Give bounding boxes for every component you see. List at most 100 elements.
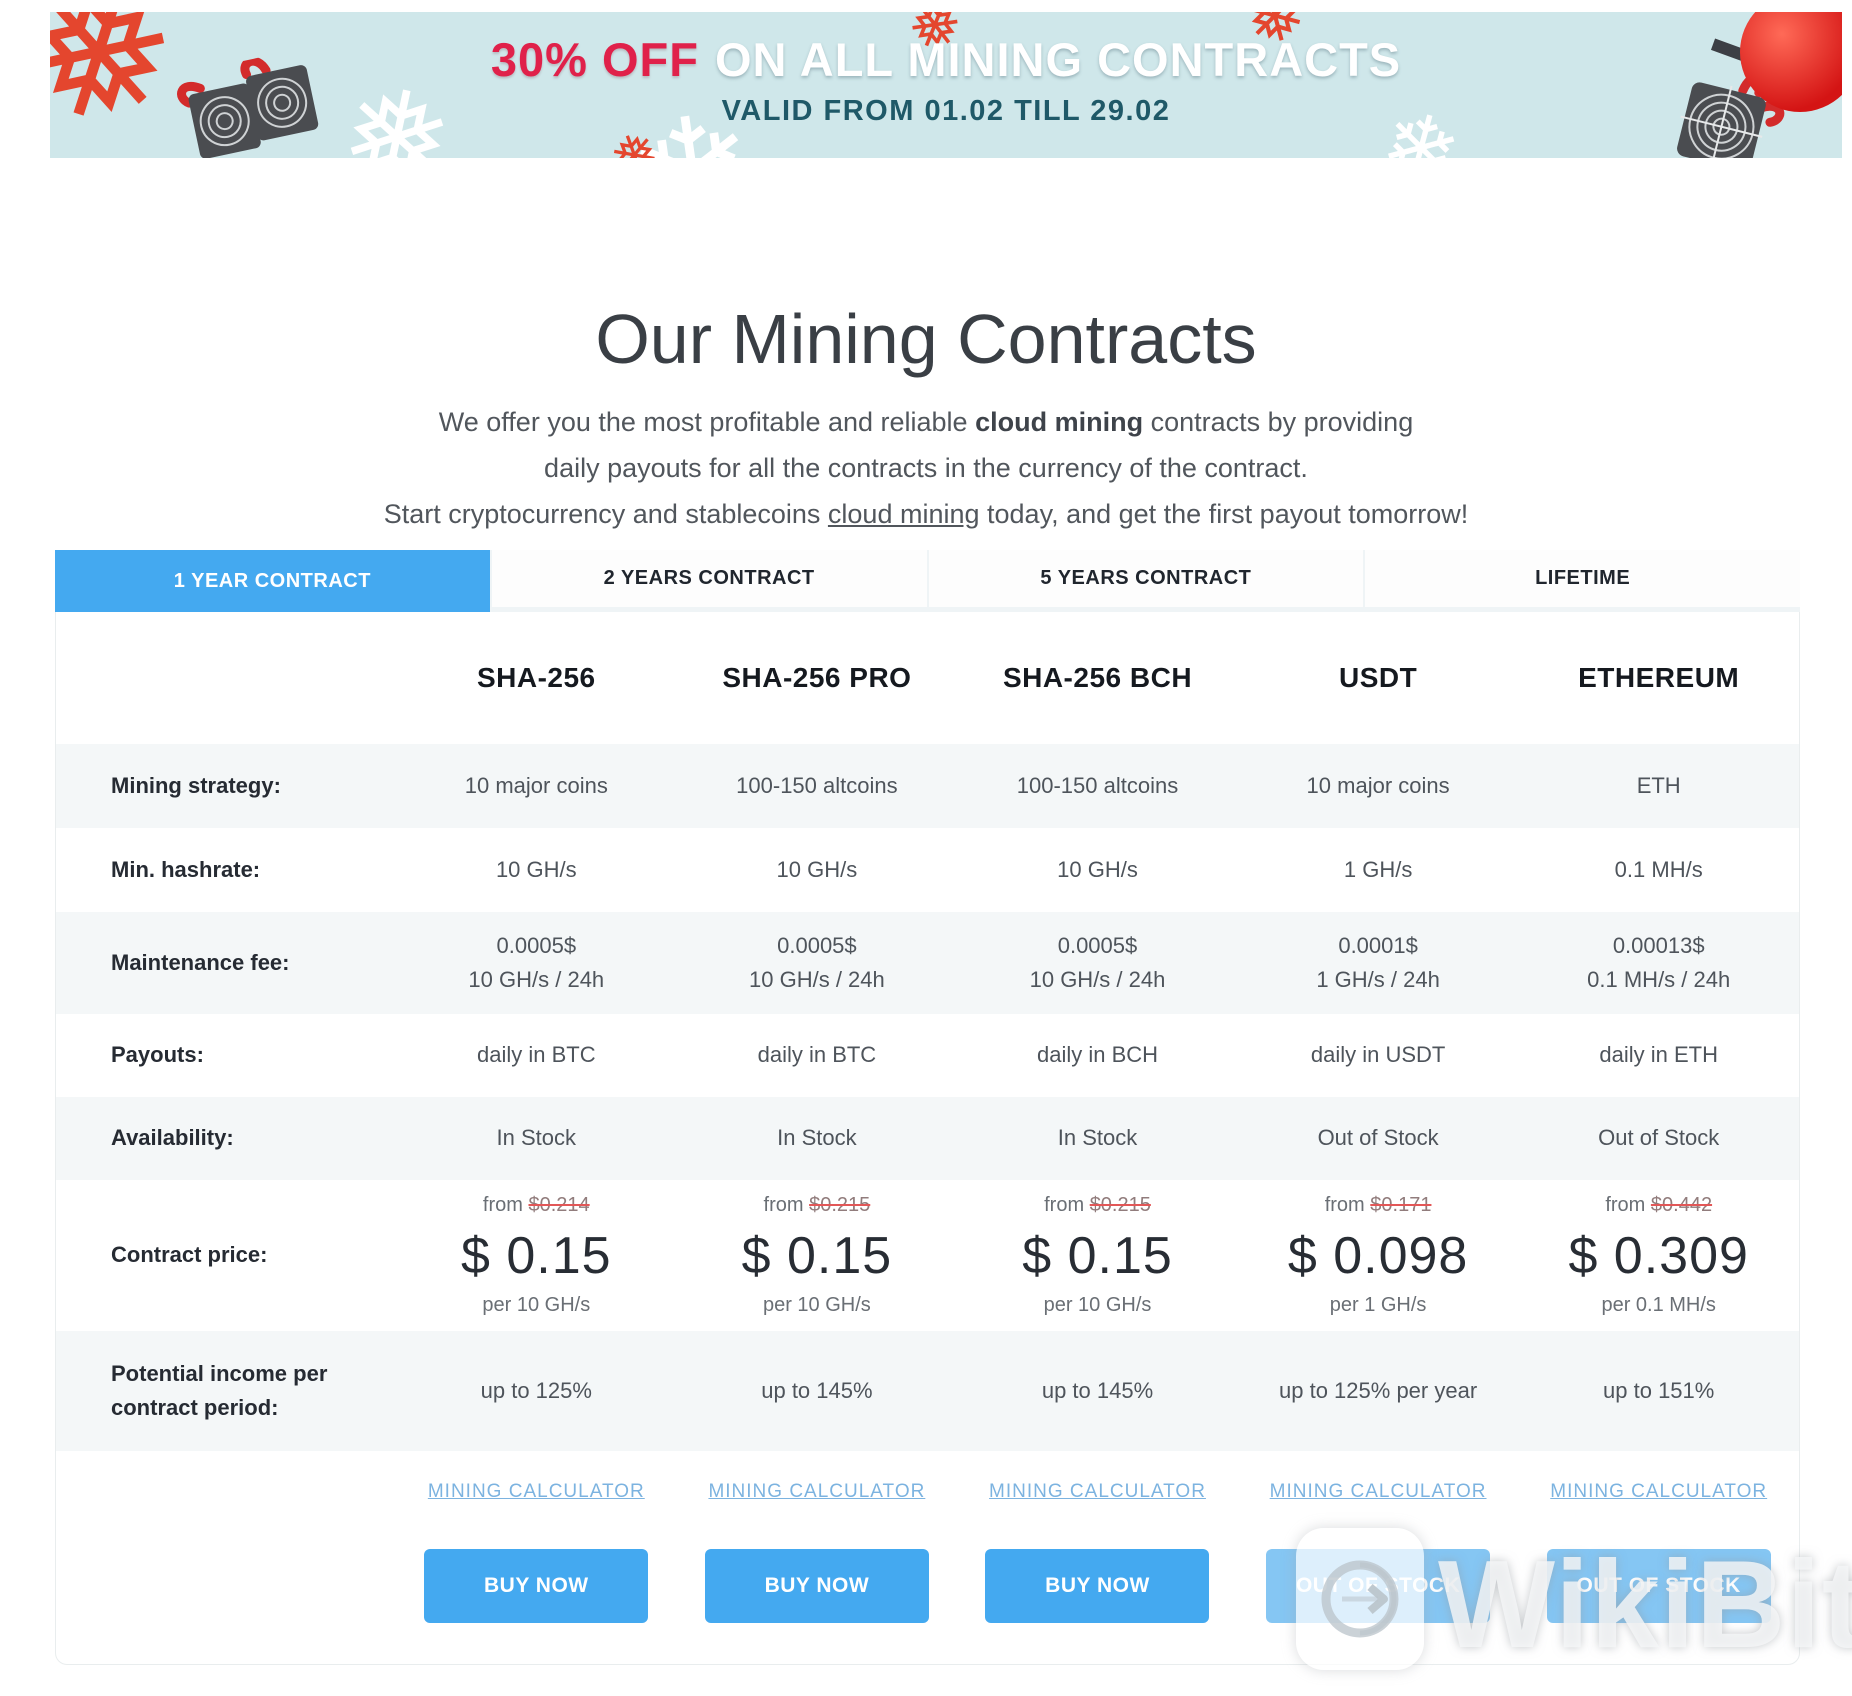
table-row-min-hashrate: Min. hashrate: 10 GH/s 10 GH/s 10 GH/s 1… bbox=[56, 828, 1799, 912]
table-cell: 0.0005$ 10 GH/s / 24h bbox=[677, 929, 958, 997]
fee-amount: 0.0005$ bbox=[496, 932, 577, 958]
table-cell: 0.00013$ 0.1 MH/s / 24h bbox=[1518, 929, 1799, 997]
table-row-payouts: Payouts: daily in BTC daily in BTC daily… bbox=[56, 1014, 1799, 1097]
price-from-label: from bbox=[1324, 1194, 1365, 1216]
row-label: Min. hashrate: bbox=[111, 856, 261, 882]
row-label-line: Potential income per bbox=[111, 1360, 328, 1386]
price-value: $ 0.15 bbox=[1022, 1227, 1173, 1285]
old-price: $0.214 bbox=[528, 1194, 590, 1216]
tab-1-year-contract[interactable]: 1 YEAR CONTRACT bbox=[55, 550, 490, 612]
income-value: up to 145% bbox=[761, 1377, 873, 1403]
table-cell: 100-150 altcoins bbox=[1016, 772, 1179, 798]
table-row-maintenance-fee: Maintenance fee: 0.0005$ 10 GH/s / 24h 0… bbox=[56, 912, 1799, 1014]
income-value: up to 125% per year bbox=[1279, 1377, 1478, 1403]
contracts-table: SHA-256 SHA-256 PRO SHA-256 BCH USDT ETH… bbox=[55, 612, 1800, 1665]
price-from-label: from bbox=[763, 1194, 804, 1216]
row-label: Mining strategy: bbox=[111, 772, 281, 798]
page-title: Our Mining Contracts bbox=[595, 299, 1257, 378]
availability-status: Out of Stock bbox=[1317, 1125, 1439, 1151]
mining-calculator-link[interactable]: MINING CALCULATOR bbox=[1550, 1481, 1768, 1502]
row-label: Maintenance fee: bbox=[111, 949, 290, 975]
table-cell: daily in BTC bbox=[757, 1042, 877, 1068]
price-value: $ 0.15 bbox=[741, 1227, 893, 1285]
price-unit: per 10 GH/s bbox=[762, 1294, 871, 1316]
price-unit: per 0.1 MH/s bbox=[1601, 1294, 1716, 1316]
price-value: $ 0.15 bbox=[461, 1227, 612, 1285]
table-row-contract-price: Contract price: from $0.214 $ 0.15 per 1… bbox=[56, 1180, 1799, 1331]
tab-lifetime[interactable]: LIFETIME bbox=[1365, 550, 1800, 607]
column-header: SHA-256 PRO bbox=[722, 662, 912, 693]
table-cell: 10 GH/s bbox=[776, 856, 858, 882]
table-cell: 10 major coins bbox=[1306, 772, 1450, 798]
wikibit-watermark-logo bbox=[1296, 1528, 1424, 1670]
banner-text: 30% OFF ON ALL MINING CONTRACTS VALID FRO… bbox=[50, 36, 1842, 128]
row-label: Availability: bbox=[111, 1125, 234, 1151]
fee-per: 10 GH/s / 24h bbox=[1029, 967, 1166, 992]
old-price: $0.215 bbox=[809, 1194, 871, 1216]
intro-line2: daily payouts for all the contracts in t… bbox=[544, 453, 1308, 483]
fee-amount: 0.0001$ bbox=[1338, 932, 1418, 958]
table-header-row: SHA-256 SHA-256 PRO SHA-256 BCH USDT ETH… bbox=[56, 612, 1799, 744]
price-cell: from $0.442 $ 0.309 per 0.1 MH/s bbox=[1518, 1194, 1799, 1317]
tab-2-years-contract[interactable]: 2 YEARS CONTRACT bbox=[491, 550, 927, 607]
income-value: up to 145% bbox=[1041, 1377, 1154, 1403]
wikibit-watermark-text: WikiBit bbox=[1438, 1536, 1852, 1674]
intro-bold: cloud mining bbox=[975, 407, 1144, 437]
tab-5-years-contract[interactable]: 5 YEARS CONTRACT bbox=[928, 550, 1364, 607]
income-value: up to 125% bbox=[480, 1377, 592, 1403]
table-cell: 0.0001$ 1 GH/s / 24h bbox=[1238, 929, 1519, 997]
row-label-line: contract period: bbox=[111, 1395, 279, 1420]
old-price: $0.442 bbox=[1650, 1194, 1713, 1216]
price-cell: from $0.171 $ 0.098 per 1 GH/s bbox=[1238, 1194, 1519, 1317]
price-unit: per 10 GH/s bbox=[482, 1294, 591, 1316]
table-cell: 1 GH/s bbox=[1343, 856, 1413, 882]
table-cell: 10 major coins bbox=[464, 772, 608, 798]
mining-calculator-link[interactable]: MINING CALCULATOR bbox=[427, 1481, 645, 1502]
old-price: $0.215 bbox=[1089, 1194, 1151, 1216]
out-of-stock-button: OUT OF STOCK bbox=[1546, 1549, 1771, 1623]
intro-paragraph: We offer you the most profitable and rel… bbox=[0, 399, 1852, 537]
row-label: Contract price: bbox=[111, 1242, 268, 1268]
table-cell: 0.0005$ 10 GH/s / 24h bbox=[957, 929, 1238, 997]
mining-calculator-link[interactable]: MINING CALCULATOR bbox=[708, 1481, 926, 1502]
table-cell: 100-150 altcoins bbox=[736, 772, 898, 798]
mining-fan-icon bbox=[177, 56, 319, 158]
price-value: $ 0.098 bbox=[1287, 1227, 1469, 1285]
row-label: Payouts: bbox=[111, 1042, 204, 1068]
availability-status: In Stock bbox=[496, 1125, 577, 1151]
banner-validity: VALID FROM 01.02 TILL 29.02 bbox=[721, 95, 1171, 127]
availability-status: In Stock bbox=[777, 1125, 857, 1151]
fee-amount: 0.00013$ bbox=[1612, 932, 1705, 958]
intro-line3-end: today, and get the first payout tomorrow… bbox=[979, 499, 1469, 529]
price-from-label: from bbox=[482, 1194, 523, 1216]
table-cell: daily in ETH bbox=[1599, 1042, 1718, 1068]
price-value: $ 0.309 bbox=[1568, 1227, 1749, 1285]
intro-line1: We offer you the most profitable and rel… bbox=[438, 407, 976, 437]
table-cell: 10 GH/s bbox=[1057, 856, 1138, 882]
buy-now-button[interactable]: BUY NOW bbox=[704, 1549, 929, 1623]
column-header: USDT bbox=[1338, 662, 1418, 693]
availability-status: Out of Stock bbox=[1598, 1125, 1720, 1151]
price-cell: from $0.214 $ 0.15 per 10 GH/s bbox=[396, 1194, 677, 1317]
mining-calculator-link[interactable]: MINING CALCULATOR bbox=[1269, 1481, 1487, 1502]
cloud-mining-link[interactable]: cloud mining bbox=[827, 499, 980, 529]
contract-tabs: 1 YEAR CONTRACT 2 YEARS CONTRACT 5 YEARS… bbox=[55, 550, 1800, 612]
buy-now-button[interactable]: BUY NOW bbox=[985, 1549, 1210, 1623]
price-from-label: from bbox=[1605, 1194, 1646, 1216]
table-row-mining-strategy: Mining strategy: 10 major coins 100-150 … bbox=[56, 744, 1799, 828]
price-from-label: from bbox=[1044, 1194, 1085, 1216]
banner-headline: 30% OFF ON ALL MINING CONTRACTS bbox=[50, 36, 1842, 83]
globe-icon bbox=[1321, 1560, 1399, 1638]
intro-line3: Start cryptocurrency and stablecoins bbox=[383, 499, 828, 529]
fee-per: 10 GH/s / 24h bbox=[749, 967, 885, 992]
buy-now-button[interactable]: BUY NOW bbox=[424, 1549, 649, 1623]
fee-amount: 0.0005$ bbox=[1057, 932, 1138, 958]
mining-calculator-link[interactable]: MINING CALCULATOR bbox=[989, 1481, 1206, 1502]
price-unit: per 10 GH/s bbox=[1043, 1294, 1152, 1316]
fee-per: 0.1 MH/s / 24h bbox=[1587, 967, 1731, 992]
availability-status: In Stock bbox=[1057, 1125, 1138, 1151]
intro-line1-end: contracts by providing bbox=[1143, 407, 1414, 437]
column-header: SHA-256 bbox=[476, 662, 596, 693]
banner-headline-text: ON ALL MINING CONTRACTS bbox=[714, 33, 1402, 86]
